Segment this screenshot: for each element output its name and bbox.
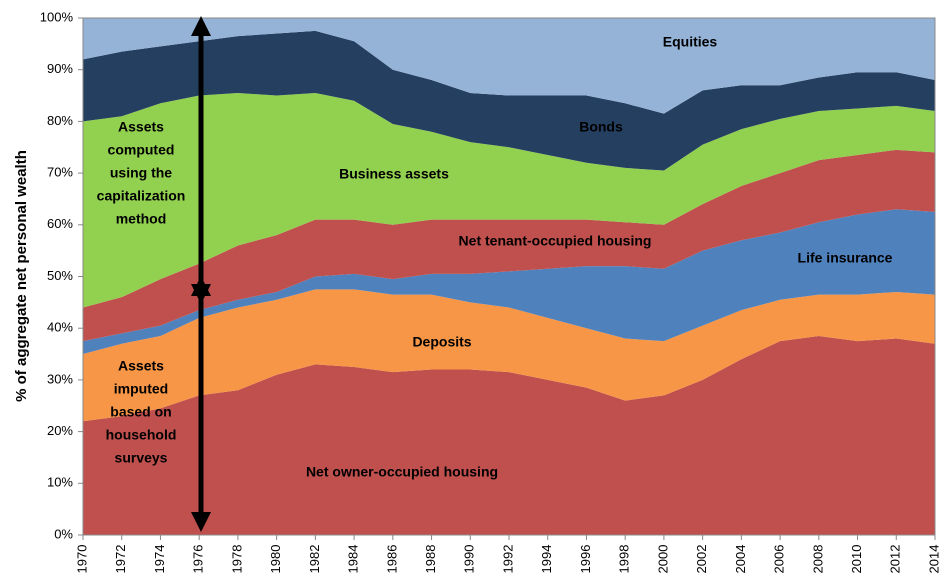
x-tick-label: 1972 bbox=[113, 545, 128, 574]
area bbox=[83, 92, 935, 308]
x-tick-label: 1988 bbox=[423, 545, 438, 574]
x-tick-label: 2014 bbox=[926, 545, 941, 574]
x-tick-label: 1978 bbox=[229, 545, 244, 574]
x-tick-label: 2000 bbox=[655, 545, 670, 574]
x-tick-label: 1974 bbox=[152, 545, 167, 574]
x-tick-label: 1998 bbox=[617, 545, 632, 574]
y-tick-label: 20% bbox=[47, 423, 73, 438]
x-tick-label: 2006 bbox=[772, 545, 787, 574]
x-tick-label: 2008 bbox=[810, 545, 825, 574]
x-tick-label: 2002 bbox=[694, 545, 709, 574]
annotation: based on bbox=[110, 404, 171, 420]
x-tick-label: 1986 bbox=[384, 545, 399, 574]
annotation: Assets bbox=[118, 119, 164, 135]
y-tick-label: 80% bbox=[47, 113, 73, 128]
series-label: Bonds bbox=[579, 119, 623, 135]
y-tick-label: 0% bbox=[54, 526, 73, 541]
annotation: Assets bbox=[118, 358, 164, 374]
annotation: using the bbox=[110, 165, 172, 181]
annotation: household bbox=[106, 427, 177, 443]
annotation: capitalization bbox=[97, 188, 186, 204]
area bbox=[83, 30, 935, 171]
annotation: computed bbox=[108, 142, 175, 158]
area bbox=[83, 18, 935, 114]
x-tick-label: 1994 bbox=[539, 545, 554, 574]
x-tick-label: 1984 bbox=[346, 545, 361, 574]
area bbox=[83, 289, 935, 422]
annotation: surveys bbox=[115, 450, 168, 466]
area bbox=[83, 149, 935, 342]
y-tick-label: 100% bbox=[40, 9, 74, 24]
series-label: Equities bbox=[663, 34, 718, 50]
y-tick-label: 40% bbox=[47, 320, 73, 335]
y-tick-label: 30% bbox=[47, 371, 73, 386]
y-tick-label: 70% bbox=[47, 165, 73, 180]
y-axis-label: % of aggregate net personal wealth bbox=[13, 150, 30, 402]
annotation: imputed bbox=[114, 381, 168, 397]
x-tick-label: 1976 bbox=[191, 545, 206, 574]
x-tick-label: 1982 bbox=[307, 545, 322, 574]
x-tick-label: 1996 bbox=[578, 545, 593, 574]
series-label: Life insurance bbox=[798, 250, 893, 266]
x-tick-label: 2010 bbox=[849, 545, 864, 574]
series-label: Deposits bbox=[412, 334, 471, 350]
x-tick-label: 1970 bbox=[74, 545, 89, 574]
x-tick-label: 1992 bbox=[500, 545, 515, 574]
y-tick-label: 60% bbox=[47, 216, 73, 231]
x-tick-label: 2012 bbox=[888, 545, 903, 574]
x-tick-label: 1980 bbox=[268, 545, 283, 574]
y-tick-label: 10% bbox=[47, 475, 73, 490]
area bbox=[83, 335, 935, 535]
series-label: Net owner-occupied housing bbox=[306, 464, 498, 480]
series-label: Net tenant-occupied housing bbox=[459, 233, 652, 249]
series-label: Business assets bbox=[339, 166, 449, 182]
annotation: method bbox=[116, 211, 167, 227]
y-tick-label: 90% bbox=[47, 61, 73, 76]
y-tick-label: 50% bbox=[47, 268, 73, 283]
x-tick-label: 1990 bbox=[462, 545, 477, 574]
x-tick-label: 2004 bbox=[733, 545, 748, 574]
